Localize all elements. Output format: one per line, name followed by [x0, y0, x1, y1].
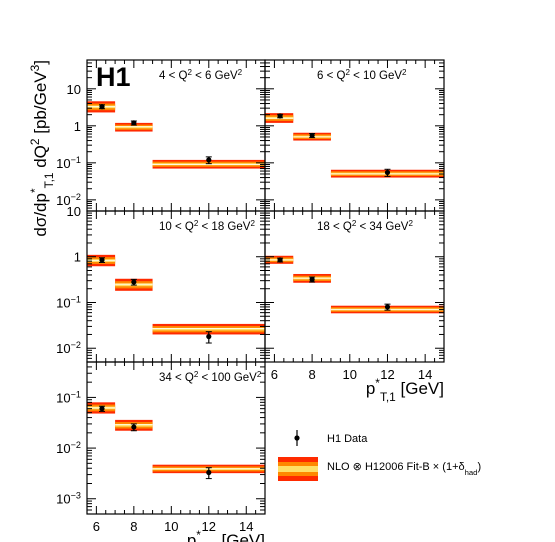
panel-4-data-point: [309, 276, 315, 282]
panel-4-frame: [264, 210, 445, 363]
panel-1-nlo-bands: [87, 101, 265, 169]
panel-1-y-tick-label: 10−1: [56, 155, 81, 171]
panel-3-nlo-band-inner: [152, 327, 265, 331]
panel-5-q2-label: 34 < Q2 < 100 GeV2: [159, 370, 262, 385]
panel-5-data-point: [99, 406, 105, 412]
data-points-layer: [98, 104, 391, 480]
panel-2-data-point: [309, 132, 315, 139]
panel-2-frame: [264, 59, 445, 212]
panel-1-y-tick-label: 1: [74, 119, 81, 134]
panel-4-q2-label: 18 < Q2 < 34 GeV2: [317, 219, 413, 234]
legend-nlo-label: NLO ⊗ H12006 Fit-B × (1+δhad): [327, 461, 481, 477]
panel-3-data-point: [206, 333, 212, 340]
panel-5-data-point: [206, 469, 212, 476]
legend-data-label: H1 Data: [327, 433, 368, 445]
h1-logo: H1: [96, 62, 131, 92]
panel-5-x-tick-label: 6: [93, 519, 100, 534]
panel-2-nlo-bands: [265, 113, 444, 178]
panel-2-q2-label: 6 < Q2 < 10 GeV2: [317, 68, 407, 83]
y-axis-title: dσ/dp*T,1 dQ2 [pb/GeV3]: [28, 60, 56, 237]
x-axis-title: p*T,1 [GeV]: [366, 376, 444, 404]
panel-3-y-tick-label: 10−1: [56, 294, 81, 310]
panel-1-data-point: [99, 104, 105, 110]
legend-nlo-swatch-inner: [278, 466, 318, 472]
panel-4-nlo-bands: [265, 255, 444, 314]
panel-5-y-tick-label: 10−3: [56, 491, 81, 507]
panel-3-q2-label: 10 < Q2 < 18 GeV2: [159, 219, 255, 234]
panel-4-x-tick-label: 6: [271, 367, 278, 382]
panel-5-x-tick-label: 10: [164, 519, 178, 534]
panel-1-nlo-band-inner: [115, 126, 153, 129]
panel-3-y-tick-label: 1: [74, 250, 81, 265]
x-axis-title-bottom: p*T,1 [GeV]: [187, 528, 265, 542]
legend: H1 Data NLO ⊗ H12006 Fit-B × (1+δhad): [278, 430, 481, 481]
panel-frames-layer: [86, 59, 445, 515]
panel-5-nlo-bands: [87, 402, 265, 474]
panel-5-data-point: [131, 424, 137, 430]
panel-1-data-point: [131, 120, 137, 126]
panel-4-x-tick-label: 8: [308, 367, 315, 382]
panel-3-data-point: [131, 279, 137, 285]
panel-1-data-point: [206, 157, 212, 163]
panel-3-y-tick-label: 10: [67, 204, 81, 219]
labels-layer: 10 1 10−1 10−2 4 < Q2 < 6 GeV2 6 < Q2 < 10 Ge…: [28, 60, 444, 542]
panel-3-frame: [86, 210, 266, 363]
panel-3-data-point: [99, 257, 105, 263]
panel-4-x-tick-label: 12: [380, 367, 394, 382]
panel-2-data-point: [384, 169, 391, 176]
panel-5-frame: [86, 361, 266, 515]
panel-4-data-point: [277, 257, 283, 263]
panel-4-x-tick-label: 10: [343, 367, 357, 382]
panel-1-y-tick-label: 10: [67, 82, 81, 97]
panel-5-x-tick-label: 12: [202, 519, 216, 534]
panel-1-y-tick-label: 10−2: [56, 192, 81, 208]
panel-5-y-tick-label: 10−2: [56, 440, 81, 456]
panel-2-data-point: [277, 113, 283, 119]
panel-5-x-tick-label: 14: [239, 519, 253, 534]
panel-1-q2-label: 4 < Q2 < 6 GeV2: [159, 68, 243, 83]
panel-5-y-tick-label: 10−1: [56, 389, 81, 405]
panel-5-x-tick-label: 8: [130, 519, 137, 534]
panel-4-x-tick-label: 14: [418, 367, 432, 382]
panel-3-y-tick-label: 10−2: [56, 340, 81, 356]
panel-4-data-point: [384, 304, 391, 310]
legend-data-marker: [294, 435, 300, 441]
panel-3-nlo-bands: [87, 254, 265, 335]
